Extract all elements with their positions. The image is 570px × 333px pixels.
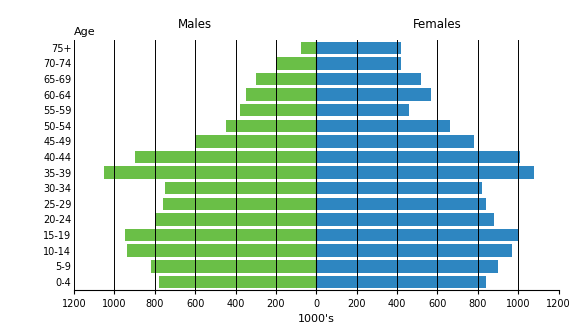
Text: Age: Age [74, 27, 96, 37]
Bar [316, 166, 535, 179]
Bar [316, 229, 518, 241]
Bar [135, 151, 316, 163]
Bar [316, 244, 512, 257]
Bar [316, 135, 474, 148]
Bar [316, 260, 498, 272]
Text: Females: Females [413, 18, 462, 31]
Bar [163, 197, 316, 210]
Bar [316, 276, 486, 288]
Bar [316, 213, 494, 226]
Bar [151, 260, 316, 272]
Text: Males: Males [178, 18, 212, 31]
Bar [316, 42, 401, 54]
Bar [316, 88, 431, 101]
Bar [127, 244, 316, 257]
Bar [125, 229, 316, 241]
Bar [159, 276, 316, 288]
Bar [155, 213, 316, 226]
Bar [239, 104, 316, 117]
X-axis label: 1000's: 1000's [298, 314, 335, 324]
Bar [316, 182, 482, 194]
Bar [316, 57, 401, 70]
Bar [276, 57, 316, 70]
Bar [316, 73, 421, 85]
Bar [301, 42, 316, 54]
Bar [316, 104, 409, 117]
Bar [195, 135, 316, 148]
Bar [316, 151, 520, 163]
Bar [256, 73, 316, 85]
Bar [165, 182, 316, 194]
Bar [104, 166, 316, 179]
Bar [226, 120, 316, 132]
Bar [316, 120, 450, 132]
Bar [246, 88, 316, 101]
Bar [316, 197, 486, 210]
